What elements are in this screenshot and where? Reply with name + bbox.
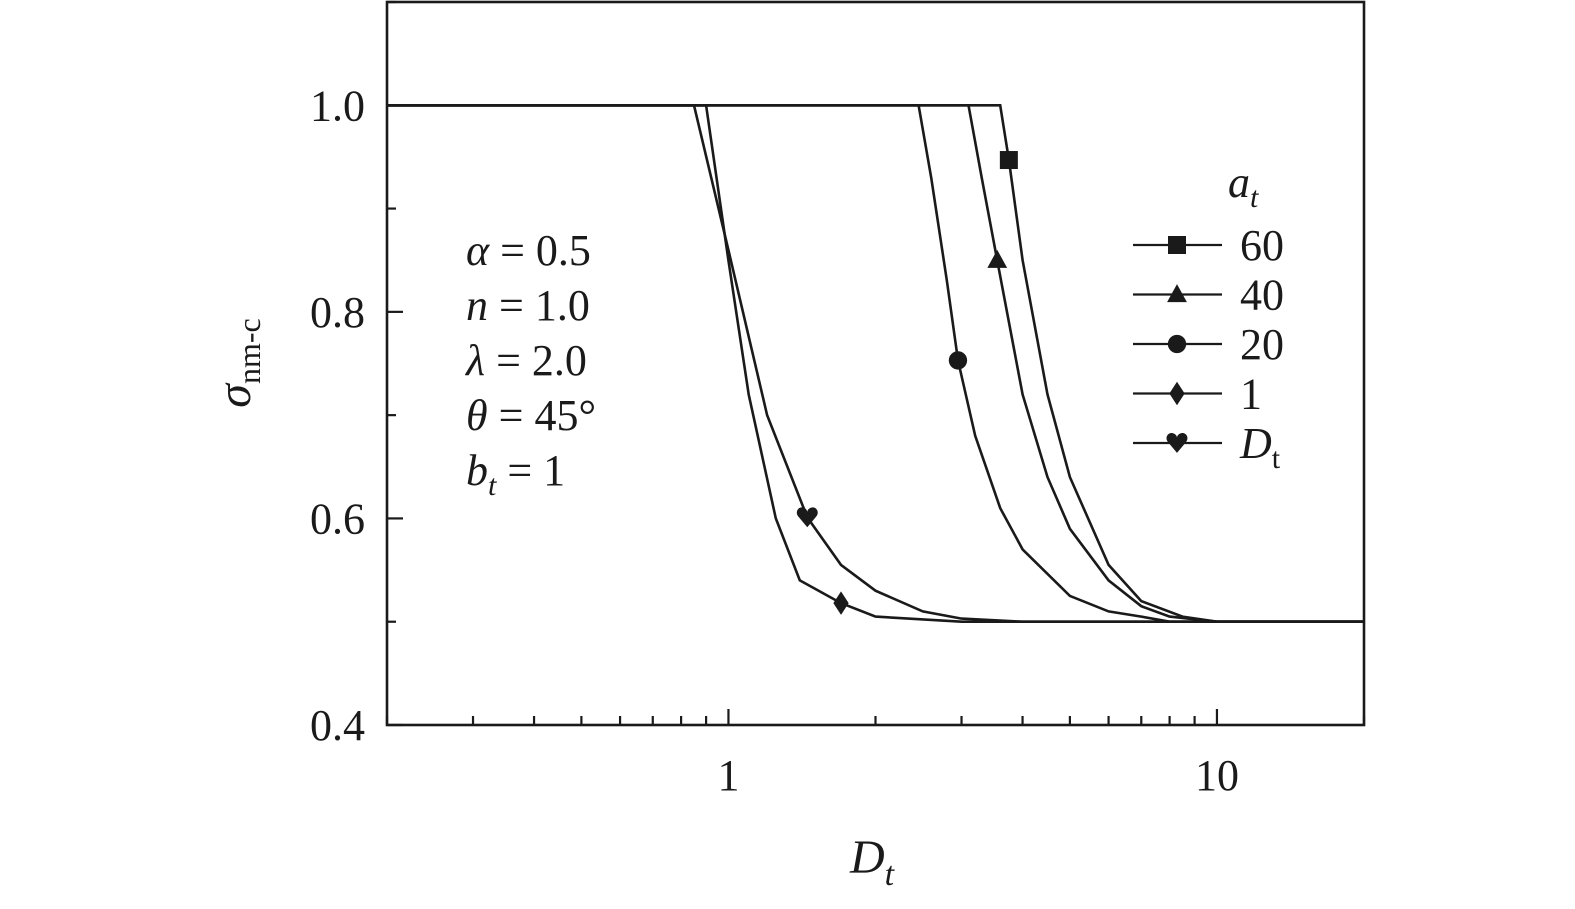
series-curve-40: [387, 104, 1364, 624]
legend-entry-label: 40: [1240, 271, 1284, 320]
data-curves: [387, 104, 1364, 624]
legend-entry-symbol: D: [1239, 419, 1272, 468]
x-tick-label: 1: [717, 751, 739, 800]
legend-entry-label: 1: [1240, 370, 1262, 419]
parameter-symbol: λ: [464, 336, 485, 385]
parameter-block: α = 0.5n = 1.0λ = 2.0θ = 45°bt = 1: [464, 226, 596, 502]
axis-ticks: [385, 0, 1366, 727]
series-marker-diamond: [833, 591, 849, 615]
parameter-line: α = 0.5: [466, 226, 591, 275]
legend-marker-triangle: [1167, 284, 1187, 303]
legend-marker-heart: [1166, 433, 1188, 453]
legend-title-subscript: t: [1250, 181, 1259, 214]
parameter-symbol: n: [466, 281, 488, 330]
parameter-line: θ = 45°: [466, 391, 596, 440]
series-marker-triangle: [987, 249, 1008, 268]
parameter-value: = 1.0: [488, 281, 590, 330]
legend-title: at: [1228, 158, 1259, 214]
series-curve-dt: [387, 104, 1364, 624]
y-axis-subscript: nm-c: [231, 318, 267, 384]
parameter-value: = 45°: [488, 391, 596, 440]
legend-entry-label: 60: [1240, 221, 1284, 270]
y-tick-label: 0.6: [310, 494, 365, 543]
parameter-value: = 0.5: [489, 226, 591, 275]
legend-marker-circle: [1167, 334, 1187, 354]
x-axis-symbol: D: [849, 831, 885, 884]
parameter-value: = 1: [496, 446, 565, 495]
y-tick-label: 0.8: [310, 288, 365, 337]
legend-entry-value: 1: [1240, 370, 1262, 419]
series-curve-1: [387, 104, 1364, 624]
parameter-symbol: b: [466, 446, 488, 495]
parameter-subscript: t: [488, 469, 497, 502]
legend-title-symbol: a: [1228, 158, 1250, 207]
series-marker-square: [999, 151, 1018, 170]
legend-marker-diamond: [1169, 381, 1185, 406]
legend-entry-subscript: t: [1272, 442, 1281, 475]
data-markers: [796, 151, 1018, 615]
parameter-line: n = 1.0: [466, 281, 590, 330]
legend-entry-label: 20: [1240, 320, 1284, 369]
x-axis-title: Dt: [849, 831, 896, 893]
y-axis-symbol: σ: [208, 382, 261, 408]
x-axis-subscript: t: [885, 856, 896, 893]
parameter-value: = 2.0: [485, 336, 587, 385]
series-marker-circle: [948, 351, 968, 370]
legend-entry-label: Dt: [1239, 419, 1281, 475]
legend-entry-value: 20: [1240, 320, 1284, 369]
parameter-symbol: α: [466, 226, 490, 275]
y-axis-title: σnm-c: [208, 318, 267, 407]
legend-entry-value: 60: [1240, 221, 1284, 270]
series-curve-20: [387, 104, 1364, 624]
parameter-line: λ = 2.0: [464, 336, 587, 385]
y-tick-label: 0.4: [310, 701, 365, 750]
legend-marker-square: [1168, 236, 1186, 254]
axis-tick-labels: 1 10 0.4 0.6 0.8 1.0: [310, 81, 1239, 800]
legend-entry-value: 40: [1240, 271, 1284, 320]
series-marker-heart: [796, 507, 818, 528]
y-tick-label: 1.0: [310, 81, 365, 130]
parameter-line: bt = 1: [466, 446, 565, 502]
parameter-symbol: θ: [466, 391, 488, 440]
x-tick-label: 10: [1195, 751, 1239, 800]
